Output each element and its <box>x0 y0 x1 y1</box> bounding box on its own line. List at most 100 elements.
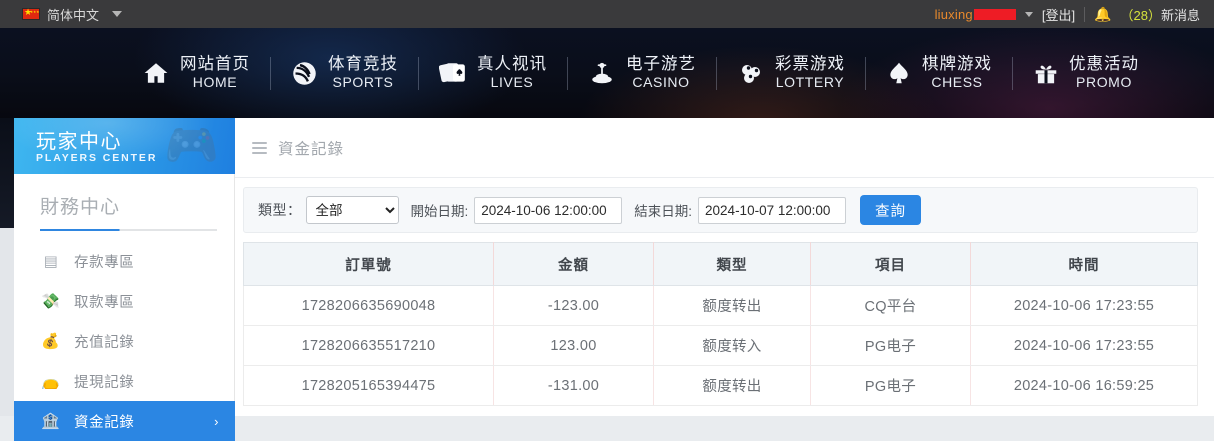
cell-order: 1728206635690048 <box>243 285 494 326</box>
nav-item-sports[interactable]: 体育竞技 SPORTS <box>277 43 412 103</box>
nav-label-cn: 电子游艺 <box>626 55 696 73</box>
sidebar-item-money-bag[interactable]: 💰 充值記錄 <box>14 321 234 361</box>
nav-item-promo[interactable]: 优惠活动 PROMO <box>1019 43 1153 103</box>
table-header-cell: 類型 <box>653 242 811 286</box>
nav-item-casino[interactable]: 电子游艺 CASINO <box>574 43 710 103</box>
divider <box>1084 6 1086 22</box>
start-date-label: 開始日期: <box>410 204 469 219</box>
nav-label-en: CHESS <box>931 74 983 91</box>
nav-separator <box>716 56 717 90</box>
top-utility-bar: 简体中文 liuxing [登出] 🔔 （28）新消息 <box>0 0 1214 28</box>
table-header-cell: 金額 <box>493 242 654 286</box>
hamburger-icon[interactable] <box>252 139 267 157</box>
cell-item: CQ平台 <box>810 285 971 326</box>
cell-type: 额度转出 <box>653 285 811 326</box>
cell-amount: -131.00 <box>493 365 654 406</box>
nav-label-cn: 真人视讯 <box>477 55 547 73</box>
nav-label-en: PROMO <box>1076 74 1132 91</box>
nav-label-cn: 网站首页 <box>180 55 250 73</box>
language-label: 简体中文 <box>47 7 100 23</box>
type-filter-select[interactable]: 全部 <box>305 196 399 224</box>
nav-label-en: SPORTS <box>332 74 394 91</box>
nav-separator <box>1012 56 1013 90</box>
start-date-input[interactable] <box>474 196 623 224</box>
card-icon: ▤ <box>43 253 59 270</box>
username-redaction <box>973 8 1016 20</box>
table-header-cell: 訂單號 <box>243 242 494 286</box>
sidebar-item-card[interactable]: ▤ 存款專區 <box>14 241 234 281</box>
cell-item: PG电子 <box>810 325 971 366</box>
cell-time: 2024-10-06 17:23:55 <box>970 285 1198 326</box>
message-text: 新消息 <box>1160 7 1200 23</box>
nav-label-en: LOTTERY <box>775 74 845 91</box>
language-selector[interactable]: 简体中文 <box>22 5 123 24</box>
cell-amount: 123.00 <box>493 325 654 366</box>
nav-separator <box>418 56 419 90</box>
ball-icon <box>291 60 318 87</box>
table-row: 1728206635690048 -123.00 额度转出 CQ平台 2024-10-0… <box>243 285 1198 326</box>
username-label[interactable]: liuxing <box>935 7 1016 22</box>
search-button[interactable]: 查詢 <box>860 195 922 225</box>
nav-label-cn: 彩票游戏 <box>775 55 845 73</box>
page-title: 資金記錄 <box>278 140 345 158</box>
home-icon <box>142 60 170 86</box>
nav-label-cn: 棋牌游戏 <box>922 55 992 73</box>
cards-icon <box>439 60 467 86</box>
sidebar: 🎮 玩家中心 PLAYERS CENTER 財務中心 ▤ 存款專區 💸 取款專區 💰 充值… <box>14 118 235 441</box>
records-table-wrapper: 訂單號 金額 類型 項目 時間 1728206635690048 -123.00 额度转出 C… <box>243 242 1198 406</box>
bell-icon[interactable]: 🔔 <box>1094 6 1112 22</box>
nav-separator <box>865 56 866 90</box>
sidebar-section-label: 財務中心 <box>40 197 121 218</box>
sidebar-title-cn: 玩家中心 <box>36 131 122 153</box>
sidebar-item-bank[interactable]: 🏦 資金記錄 › <box>14 401 235 441</box>
logout-link[interactable]: [登出] <box>1041 7 1076 23</box>
money-bag-icon: 💰 <box>41 333 61 350</box>
main-navigation: 网站首页 HOME 体育竞技 SPORTS 真人视讯 LIVES 电子游艺 CASINO 彩票游… <box>0 28 1214 118</box>
nav-separator <box>270 56 271 90</box>
sidebar-item-label: 存款專區 <box>74 254 135 271</box>
content-header: 資金記錄 <box>235 118 1214 178</box>
bank-icon: 🏦 <box>41 413 61 430</box>
sidebar-item-label: 充值記錄 <box>74 334 135 351</box>
nav-label-cn: 体育竞技 <box>328 55 398 73</box>
cell-item: PG电子 <box>810 365 971 406</box>
records-table: 訂單號 金額 類型 項目 時間 1728206635690048 -123.00 额度转出 C… <box>243 242 1198 406</box>
filter-bar: 類型： 全部 開始日期: 結束日期: 查詢 <box>243 187 1198 233</box>
user-chevron-down-icon[interactable] <box>1024 11 1033 17</box>
cell-type: 额度转入 <box>653 325 811 366</box>
new-message-label[interactable]: （28）新消息 <box>1121 5 1200 24</box>
sidebar-item-cash-hand[interactable]: 💸 取款專區 <box>14 281 234 321</box>
cell-type: 额度转出 <box>653 365 811 406</box>
header-glow <box>14 118 224 168</box>
table-header-row: 訂單號 金額 類型 項目 時間 <box>243 242 1198 286</box>
sidebar-header: 🎮 玩家中心 PLAYERS CENTER <box>14 118 235 174</box>
sidebar-section-underline <box>40 229 217 231</box>
sidebar-section: 財務中心 <box>14 192 234 219</box>
chevron-down-icon <box>112 11 123 17</box>
cell-order: 1728206635517210 <box>243 325 494 366</box>
cell-order: 1728205165394475 <box>243 365 494 406</box>
gamepad-icon: 🎮 <box>164 121 219 170</box>
wallet-icon: 👝 <box>41 373 61 390</box>
end-date-label: 結束日期: <box>634 204 693 219</box>
sidebar-item-label: 資金記錄 <box>74 414 135 431</box>
nav-item-home[interactable]: 网站首页 HOME <box>128 43 264 103</box>
nav-item-lottery[interactable]: 彩票游戏 LOTTERY <box>723 43 859 103</box>
nav-separator <box>567 56 568 90</box>
joystick-icon <box>588 60 616 86</box>
nav-item-lives[interactable]: 真人视讯 LIVES <box>425 43 561 103</box>
type-filter-label: 類型： <box>258 202 302 218</box>
sidebar-menu: ▤ 存款專區 💸 取款專區 💰 充值記錄 👝 提現記錄 🏦 資金記錄 › <box>14 241 235 441</box>
nav-label-en: LIVES <box>490 74 534 91</box>
gift-icon <box>1033 60 1059 86</box>
table-row: 1728205165394475 -131.00 额度转出 PG电子 2024-10-0… <box>243 365 1198 406</box>
table-header-cell: 項目 <box>810 242 971 286</box>
cell-amount: -123.00 <box>493 285 654 326</box>
end-date-input[interactable] <box>698 196 847 224</box>
sidebar-item-wallet[interactable]: 👝 提現記錄 <box>14 361 234 401</box>
sidebar-title-en: PLAYERS CENTER <box>36 152 158 164</box>
nav-item-chess[interactable]: 棋牌游戏 CHESS <box>872 43 1006 103</box>
username-text: liuxing <box>934 6 973 22</box>
sidebar-item-label: 取款專區 <box>74 294 135 311</box>
